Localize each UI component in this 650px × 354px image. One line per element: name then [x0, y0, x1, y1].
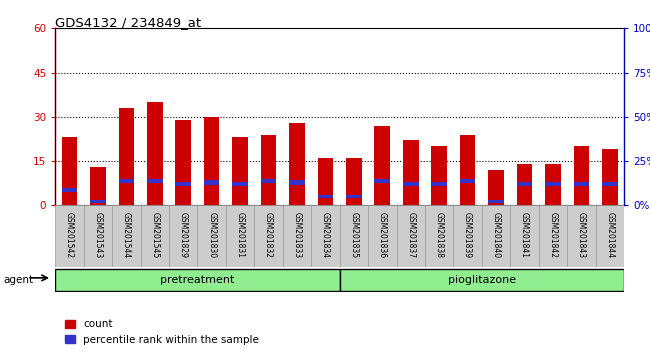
- Bar: [403, 182, 419, 186]
- Bar: [289, 180, 305, 185]
- Bar: [232, 182, 248, 186]
- Bar: [602, 149, 617, 205]
- Bar: [261, 179, 276, 183]
- Bar: [289, 123, 305, 205]
- Bar: [374, 126, 390, 205]
- Bar: [283, 205, 311, 267]
- Text: GSM201834: GSM201834: [321, 211, 330, 258]
- Bar: [84, 205, 112, 267]
- Bar: [403, 141, 419, 205]
- Text: GSM201836: GSM201836: [378, 211, 387, 258]
- Bar: [573, 146, 589, 205]
- Bar: [112, 205, 140, 267]
- Bar: [482, 205, 510, 267]
- Bar: [318, 195, 333, 198]
- Text: GSM201839: GSM201839: [463, 211, 472, 258]
- Text: pioglitazone: pioglitazone: [448, 275, 516, 285]
- Text: GSM201542: GSM201542: [65, 211, 74, 258]
- Text: GSM201843: GSM201843: [577, 211, 586, 258]
- Bar: [545, 182, 561, 186]
- Bar: [232, 137, 248, 205]
- Bar: [339, 205, 368, 267]
- Bar: [254, 205, 283, 267]
- Bar: [432, 146, 447, 205]
- Bar: [261, 135, 276, 205]
- Bar: [346, 158, 361, 205]
- Text: GSM201844: GSM201844: [605, 211, 614, 258]
- Bar: [140, 205, 169, 267]
- Bar: [55, 268, 339, 291]
- Bar: [425, 205, 454, 267]
- Bar: [374, 179, 390, 183]
- Text: GSM201842: GSM201842: [549, 211, 558, 257]
- Bar: [55, 205, 84, 267]
- Bar: [147, 179, 162, 183]
- Bar: [346, 195, 361, 198]
- Bar: [539, 205, 567, 267]
- Text: GSM201831: GSM201831: [235, 211, 244, 257]
- Bar: [488, 200, 504, 203]
- Bar: [510, 205, 539, 267]
- Text: GSM201840: GSM201840: [491, 211, 500, 258]
- Bar: [176, 120, 191, 205]
- Bar: [460, 179, 475, 183]
- Bar: [204, 180, 220, 185]
- Bar: [517, 164, 532, 205]
- Bar: [595, 205, 624, 267]
- Bar: [602, 182, 617, 186]
- Bar: [204, 117, 220, 205]
- Bar: [62, 137, 77, 205]
- Text: pretreatment: pretreatment: [161, 275, 235, 285]
- Bar: [198, 205, 226, 267]
- Text: GSM201838: GSM201838: [435, 211, 444, 257]
- Bar: [226, 205, 254, 267]
- Bar: [318, 158, 333, 205]
- Bar: [118, 179, 134, 183]
- Text: agent: agent: [3, 275, 33, 285]
- Bar: [118, 108, 134, 205]
- Bar: [432, 182, 447, 186]
- Text: GSM201543: GSM201543: [94, 211, 103, 258]
- Bar: [517, 182, 532, 186]
- Bar: [147, 102, 162, 205]
- Bar: [90, 167, 106, 205]
- Text: GDS4132 / 234849_at: GDS4132 / 234849_at: [55, 16, 201, 29]
- Text: GSM201832: GSM201832: [264, 211, 273, 257]
- Bar: [460, 135, 475, 205]
- Text: GSM201830: GSM201830: [207, 211, 216, 258]
- Text: GSM201835: GSM201835: [349, 211, 358, 258]
- Bar: [567, 205, 595, 267]
- Bar: [545, 164, 561, 205]
- Bar: [169, 205, 198, 267]
- Text: GSM201837: GSM201837: [406, 211, 415, 258]
- Text: GSM201829: GSM201829: [179, 211, 188, 257]
- Text: GSM201545: GSM201545: [150, 211, 159, 258]
- Bar: [488, 170, 504, 205]
- Text: GSM201544: GSM201544: [122, 211, 131, 258]
- Bar: [176, 182, 191, 186]
- Bar: [311, 205, 339, 267]
- Bar: [396, 205, 425, 267]
- Text: GSM201841: GSM201841: [520, 211, 529, 257]
- Legend: count, percentile rank within the sample: count, percentile rank within the sample: [60, 315, 263, 349]
- Bar: [454, 205, 482, 267]
- Bar: [573, 182, 589, 186]
- Bar: [62, 188, 77, 192]
- Bar: [90, 200, 106, 203]
- Bar: [368, 205, 396, 267]
- Text: GSM201833: GSM201833: [292, 211, 302, 258]
- Bar: [339, 268, 624, 291]
